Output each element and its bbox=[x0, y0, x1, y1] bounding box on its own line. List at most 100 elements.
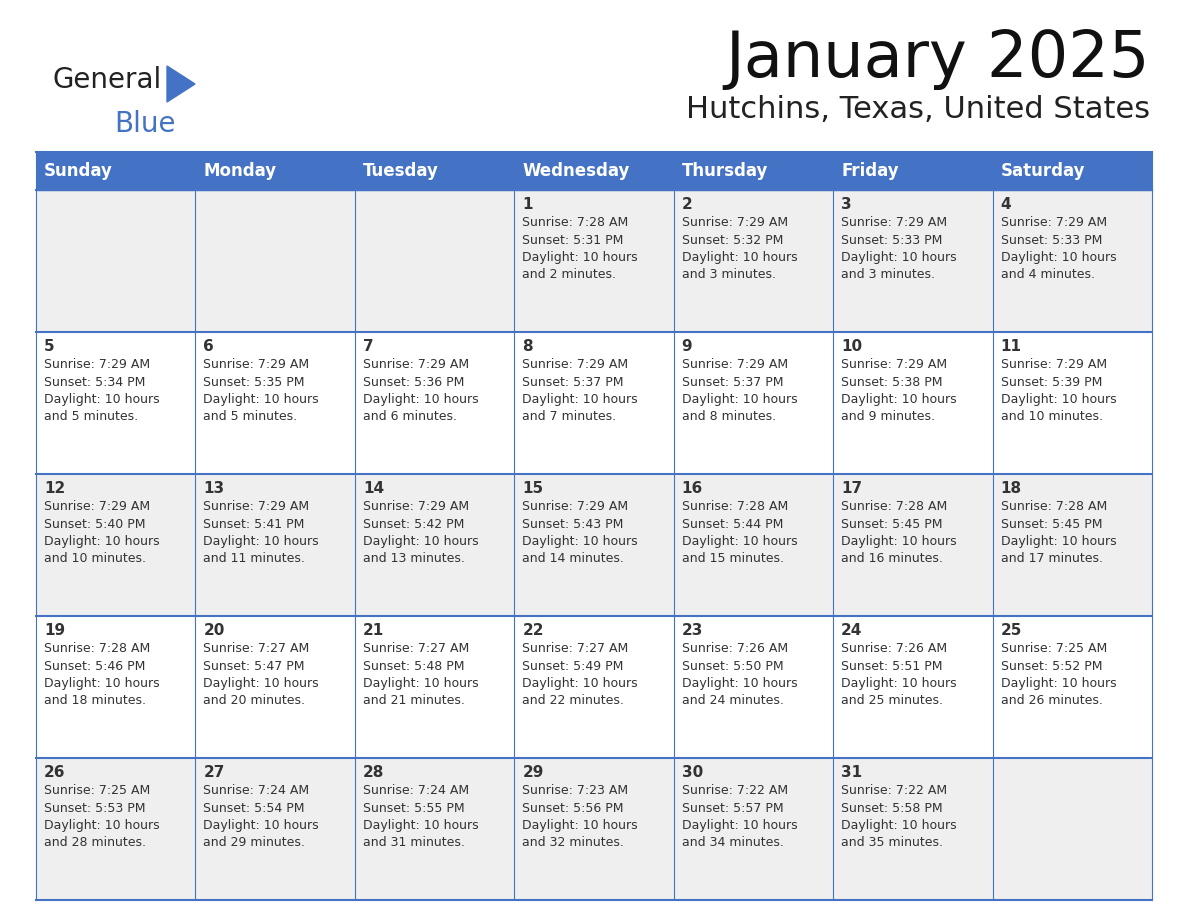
Text: Sunrise: 7:28 AM
Sunset: 5:45 PM
Daylight: 10 hours
and 16 minutes.: Sunrise: 7:28 AM Sunset: 5:45 PM Dayligh… bbox=[841, 500, 956, 565]
Text: 12: 12 bbox=[44, 481, 65, 496]
Text: 10: 10 bbox=[841, 339, 862, 354]
Text: Sunrise: 7:26 AM
Sunset: 5:51 PM
Daylight: 10 hours
and 25 minutes.: Sunrise: 7:26 AM Sunset: 5:51 PM Dayligh… bbox=[841, 642, 956, 708]
Text: 6: 6 bbox=[203, 339, 214, 354]
Bar bbox=[355, 190, 514, 332]
Bar bbox=[674, 616, 833, 758]
Text: 29: 29 bbox=[523, 765, 544, 780]
Text: Sunrise: 7:27 AM
Sunset: 5:47 PM
Daylight: 10 hours
and 20 minutes.: Sunrise: 7:27 AM Sunset: 5:47 PM Dayligh… bbox=[203, 642, 320, 708]
Text: Sunrise: 7:29 AM
Sunset: 5:37 PM
Daylight: 10 hours
and 7 minutes.: Sunrise: 7:29 AM Sunset: 5:37 PM Dayligh… bbox=[523, 358, 638, 423]
Bar bbox=[674, 332, 833, 474]
Text: Sunrise: 7:29 AM
Sunset: 5:33 PM
Daylight: 10 hours
and 4 minutes.: Sunrise: 7:29 AM Sunset: 5:33 PM Dayligh… bbox=[1000, 216, 1117, 282]
Text: Friday: Friday bbox=[841, 162, 899, 180]
Text: Sunday: Sunday bbox=[44, 162, 113, 180]
Text: Sunrise: 7:22 AM
Sunset: 5:58 PM
Daylight: 10 hours
and 35 minutes.: Sunrise: 7:22 AM Sunset: 5:58 PM Dayligh… bbox=[841, 784, 956, 849]
Text: January 2025: January 2025 bbox=[726, 28, 1150, 90]
Bar bbox=[196, 758, 355, 900]
Text: 11: 11 bbox=[1000, 339, 1022, 354]
Bar bbox=[992, 474, 1152, 616]
Text: 19: 19 bbox=[44, 623, 65, 638]
Bar bbox=[514, 332, 674, 474]
Text: Sunrise: 7:28 AM
Sunset: 5:46 PM
Daylight: 10 hours
and 18 minutes.: Sunrise: 7:28 AM Sunset: 5:46 PM Dayligh… bbox=[44, 642, 159, 708]
Text: Sunrise: 7:28 AM
Sunset: 5:45 PM
Daylight: 10 hours
and 17 minutes.: Sunrise: 7:28 AM Sunset: 5:45 PM Dayligh… bbox=[1000, 500, 1117, 565]
Text: 25: 25 bbox=[1000, 623, 1022, 638]
Bar bbox=[514, 190, 674, 332]
Bar bbox=[514, 474, 674, 616]
Text: Sunrise: 7:29 AM
Sunset: 5:40 PM
Daylight: 10 hours
and 10 minutes.: Sunrise: 7:29 AM Sunset: 5:40 PM Dayligh… bbox=[44, 500, 159, 565]
Text: Sunrise: 7:29 AM
Sunset: 5:35 PM
Daylight: 10 hours
and 5 minutes.: Sunrise: 7:29 AM Sunset: 5:35 PM Dayligh… bbox=[203, 358, 320, 423]
Bar bbox=[196, 332, 355, 474]
Text: 15: 15 bbox=[523, 481, 543, 496]
Bar bbox=[674, 190, 833, 332]
Bar bbox=[355, 474, 514, 616]
Bar bbox=[833, 190, 992, 332]
Text: Blue: Blue bbox=[114, 110, 176, 138]
Text: 26: 26 bbox=[44, 765, 65, 780]
Text: Sunrise: 7:29 AM
Sunset: 5:41 PM
Daylight: 10 hours
and 11 minutes.: Sunrise: 7:29 AM Sunset: 5:41 PM Dayligh… bbox=[203, 500, 320, 565]
Bar bbox=[992, 332, 1152, 474]
Text: Sunrise: 7:28 AM
Sunset: 5:31 PM
Daylight: 10 hours
and 2 minutes.: Sunrise: 7:28 AM Sunset: 5:31 PM Dayligh… bbox=[523, 216, 638, 282]
Polygon shape bbox=[168, 66, 195, 102]
Bar bbox=[833, 332, 992, 474]
Text: Sunrise: 7:26 AM
Sunset: 5:50 PM
Daylight: 10 hours
and 24 minutes.: Sunrise: 7:26 AM Sunset: 5:50 PM Dayligh… bbox=[682, 642, 797, 708]
Text: 1: 1 bbox=[523, 197, 532, 212]
Bar bbox=[992, 190, 1152, 332]
Text: 2: 2 bbox=[682, 197, 693, 212]
Text: 8: 8 bbox=[523, 339, 533, 354]
Bar bbox=[514, 616, 674, 758]
Text: 4: 4 bbox=[1000, 197, 1011, 212]
Text: 16: 16 bbox=[682, 481, 703, 496]
Text: 3: 3 bbox=[841, 197, 852, 212]
Text: Sunrise: 7:28 AM
Sunset: 5:44 PM
Daylight: 10 hours
and 15 minutes.: Sunrise: 7:28 AM Sunset: 5:44 PM Dayligh… bbox=[682, 500, 797, 565]
Text: 30: 30 bbox=[682, 765, 703, 780]
Text: Sunrise: 7:29 AM
Sunset: 5:42 PM
Daylight: 10 hours
and 13 minutes.: Sunrise: 7:29 AM Sunset: 5:42 PM Dayligh… bbox=[362, 500, 479, 565]
Text: 5: 5 bbox=[44, 339, 55, 354]
Bar bbox=[36, 332, 196, 474]
Bar bbox=[36, 474, 196, 616]
Text: 18: 18 bbox=[1000, 481, 1022, 496]
Bar bbox=[833, 616, 992, 758]
Text: Sunrise: 7:22 AM
Sunset: 5:57 PM
Daylight: 10 hours
and 34 minutes.: Sunrise: 7:22 AM Sunset: 5:57 PM Dayligh… bbox=[682, 784, 797, 849]
Text: Sunrise: 7:25 AM
Sunset: 5:52 PM
Daylight: 10 hours
and 26 minutes.: Sunrise: 7:25 AM Sunset: 5:52 PM Dayligh… bbox=[1000, 642, 1117, 708]
Text: 23: 23 bbox=[682, 623, 703, 638]
Bar bbox=[196, 474, 355, 616]
Text: Sunrise: 7:29 AM
Sunset: 5:32 PM
Daylight: 10 hours
and 3 minutes.: Sunrise: 7:29 AM Sunset: 5:32 PM Dayligh… bbox=[682, 216, 797, 282]
Bar bbox=[36, 616, 196, 758]
Text: 22: 22 bbox=[523, 623, 544, 638]
Text: Sunrise: 7:25 AM
Sunset: 5:53 PM
Daylight: 10 hours
and 28 minutes.: Sunrise: 7:25 AM Sunset: 5:53 PM Dayligh… bbox=[44, 784, 159, 849]
Text: 24: 24 bbox=[841, 623, 862, 638]
Text: Sunrise: 7:29 AM
Sunset: 5:33 PM
Daylight: 10 hours
and 3 minutes.: Sunrise: 7:29 AM Sunset: 5:33 PM Dayligh… bbox=[841, 216, 956, 282]
Bar bbox=[514, 758, 674, 900]
Text: Saturday: Saturday bbox=[1000, 162, 1085, 180]
Text: 13: 13 bbox=[203, 481, 225, 496]
Text: Monday: Monday bbox=[203, 162, 277, 180]
Bar bbox=[355, 758, 514, 900]
Text: Sunrise: 7:23 AM
Sunset: 5:56 PM
Daylight: 10 hours
and 32 minutes.: Sunrise: 7:23 AM Sunset: 5:56 PM Dayligh… bbox=[523, 784, 638, 849]
Bar bbox=[992, 616, 1152, 758]
Text: Sunrise: 7:29 AM
Sunset: 5:37 PM
Daylight: 10 hours
and 8 minutes.: Sunrise: 7:29 AM Sunset: 5:37 PM Dayligh… bbox=[682, 358, 797, 423]
Text: 17: 17 bbox=[841, 481, 862, 496]
Bar bbox=[36, 152, 1152, 190]
Bar bbox=[674, 474, 833, 616]
Text: Sunrise: 7:29 AM
Sunset: 5:34 PM
Daylight: 10 hours
and 5 minutes.: Sunrise: 7:29 AM Sunset: 5:34 PM Dayligh… bbox=[44, 358, 159, 423]
Text: Sunrise: 7:29 AM
Sunset: 5:36 PM
Daylight: 10 hours
and 6 minutes.: Sunrise: 7:29 AM Sunset: 5:36 PM Dayligh… bbox=[362, 358, 479, 423]
Bar bbox=[36, 758, 196, 900]
Bar bbox=[833, 474, 992, 616]
Text: 21: 21 bbox=[362, 623, 384, 638]
Text: Thursday: Thursday bbox=[682, 162, 769, 180]
Bar bbox=[674, 758, 833, 900]
Bar bbox=[196, 616, 355, 758]
Text: 14: 14 bbox=[362, 481, 384, 496]
Text: Sunrise: 7:24 AM
Sunset: 5:55 PM
Daylight: 10 hours
and 31 minutes.: Sunrise: 7:24 AM Sunset: 5:55 PM Dayligh… bbox=[362, 784, 479, 849]
Bar bbox=[36, 190, 196, 332]
Text: 31: 31 bbox=[841, 765, 862, 780]
Text: 28: 28 bbox=[362, 765, 384, 780]
Text: Sunrise: 7:29 AM
Sunset: 5:43 PM
Daylight: 10 hours
and 14 minutes.: Sunrise: 7:29 AM Sunset: 5:43 PM Dayligh… bbox=[523, 500, 638, 565]
Text: Wednesday: Wednesday bbox=[523, 162, 630, 180]
Text: General: General bbox=[52, 66, 162, 94]
Text: Sunrise: 7:27 AM
Sunset: 5:48 PM
Daylight: 10 hours
and 21 minutes.: Sunrise: 7:27 AM Sunset: 5:48 PM Dayligh… bbox=[362, 642, 479, 708]
Text: Sunrise: 7:27 AM
Sunset: 5:49 PM
Daylight: 10 hours
and 22 minutes.: Sunrise: 7:27 AM Sunset: 5:49 PM Dayligh… bbox=[523, 642, 638, 708]
Text: Tuesday: Tuesday bbox=[362, 162, 438, 180]
Text: 27: 27 bbox=[203, 765, 225, 780]
Bar bbox=[355, 616, 514, 758]
Bar bbox=[355, 332, 514, 474]
